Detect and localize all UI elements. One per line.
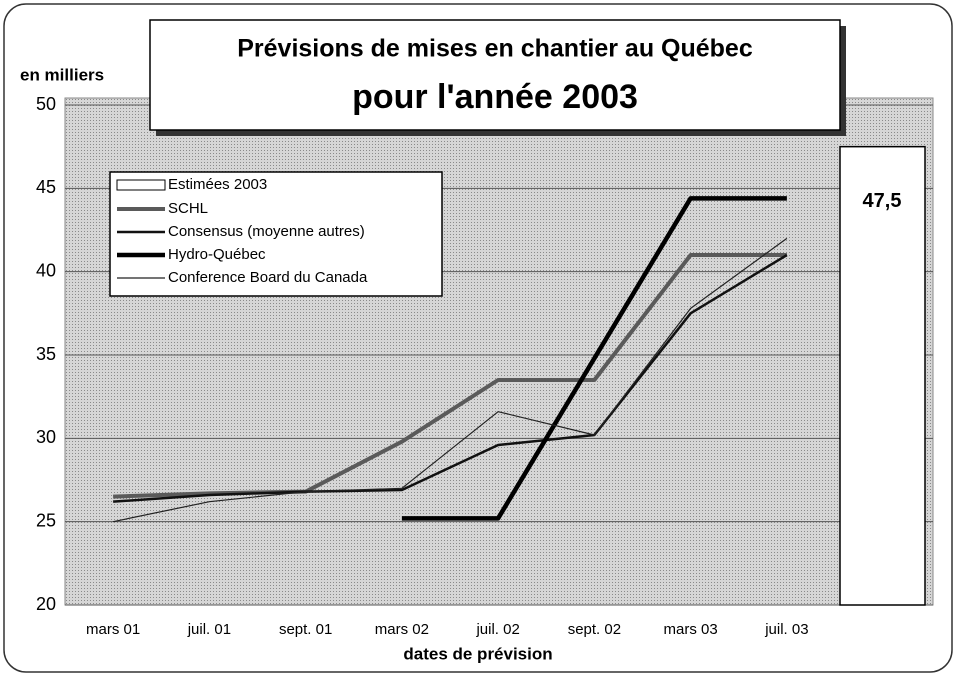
legend-label: Hydro-Québec xyxy=(168,246,266,263)
y-tick-label: 30 xyxy=(36,427,56,447)
y-tick-label: 35 xyxy=(36,344,56,364)
legend-label: Estimées 2003 xyxy=(168,176,267,193)
legend-swatch xyxy=(116,179,166,191)
legend-label: Conference Board du Canada xyxy=(168,269,368,286)
x-axis-label: dates de prévision xyxy=(403,644,552,663)
legend-label: Consensus (moyenne autres) xyxy=(168,223,365,240)
chart-title: Prévisions de mises en chantier au Québe… xyxy=(237,35,753,63)
y-tick-label: 50 xyxy=(36,94,56,114)
series-line xyxy=(113,253,788,503)
legend-box xyxy=(109,171,443,297)
y-tick-label: 20 xyxy=(36,594,56,614)
y-tick-label: 25 xyxy=(36,510,56,530)
x-tick-label: sept. 02 xyxy=(568,621,621,638)
x-tick-label: mars 03 xyxy=(664,621,718,638)
series-line xyxy=(113,253,787,499)
estimate-bar xyxy=(839,145,926,606)
series-line xyxy=(113,237,788,523)
series-line xyxy=(401,196,787,521)
legend: Estimées 2003 SCHL Consensus (moyenne autr… xyxy=(109,171,443,297)
x-tick-label: sept. 01 xyxy=(279,621,332,638)
y-axis-label: en milliers xyxy=(20,65,104,84)
title-box xyxy=(149,19,841,131)
x-tick-label: juil. 03 xyxy=(764,621,808,638)
x-tick-label: juil. 01 xyxy=(187,621,231,638)
y-tick-label: 40 xyxy=(36,260,56,280)
y-tick-label: 45 xyxy=(36,177,56,197)
legend-label: SCHL xyxy=(168,200,208,217)
x-tick-label: mars 01 xyxy=(86,621,140,638)
x-tick-label: mars 02 xyxy=(375,621,429,638)
x-tick-label: juil. 02 xyxy=(475,621,519,638)
chart-subtitle: pour l'année 2003 xyxy=(352,78,638,116)
estimate-label: 47,5 xyxy=(863,190,902,212)
